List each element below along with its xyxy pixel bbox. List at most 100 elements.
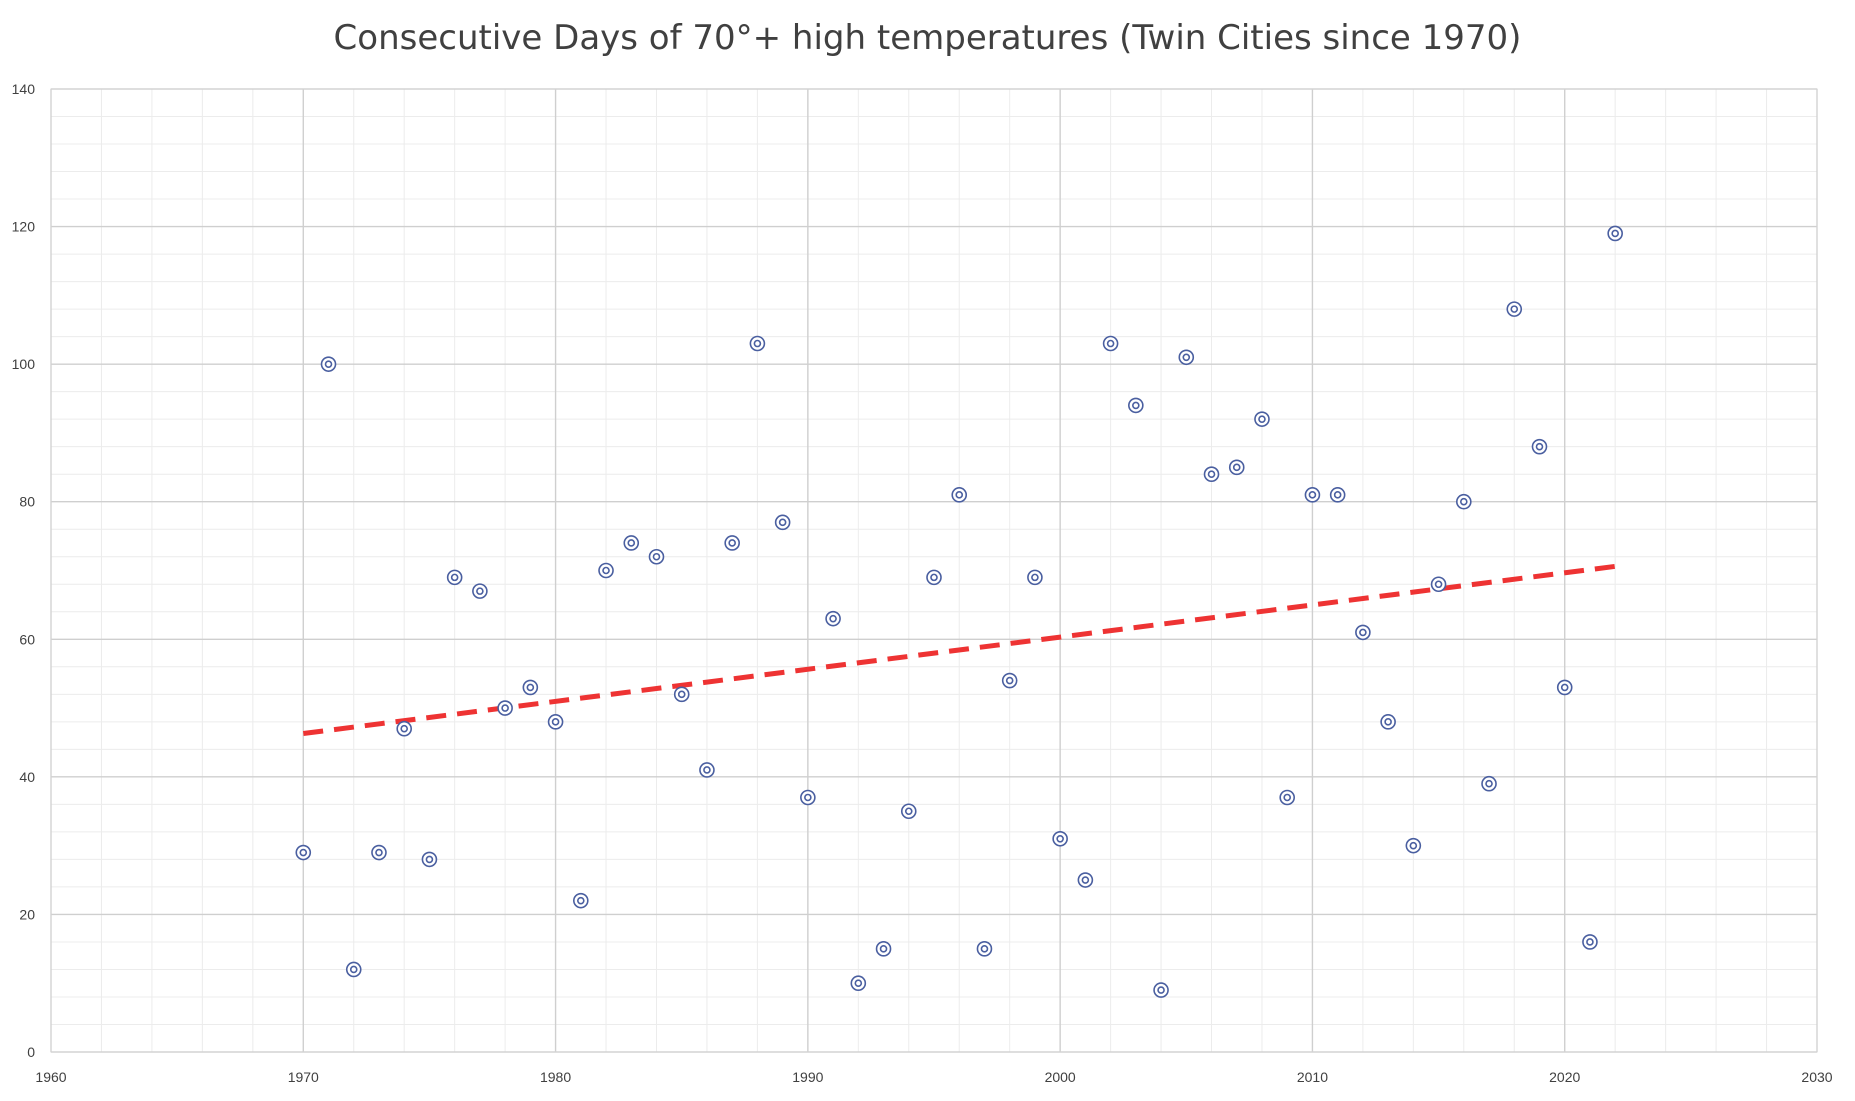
data-point-inner-ring (1485, 779, 1493, 788)
data-point-outer-ring (1128, 397, 1144, 414)
data-point-outer-ring (1380, 714, 1396, 730)
data-point (673, 686, 690, 703)
data-point-inner-ring (728, 539, 736, 547)
data-point-outer-ring (1481, 775, 1497, 792)
data-point (648, 548, 665, 565)
data-point (1380, 714, 1396, 730)
data-point-outer-ring (1531, 438, 1548, 455)
data-point-inner-ring (375, 848, 383, 857)
data-point-outer-ring (1329, 487, 1346, 503)
data-point-outer-ring (774, 514, 791, 531)
data-points (295, 225, 1623, 998)
data-point (850, 975, 867, 992)
data-point-inner-ring (854, 979, 863, 988)
data-point-inner-ring (1384, 718, 1392, 726)
data-point-outer-ring (1355, 624, 1371, 641)
data-point-inner-ring (1359, 628, 1367, 637)
y-tick-label: 40 (19, 769, 35, 785)
data-point-inner-ring (1611, 229, 1619, 238)
data-point-inner-ring (829, 614, 837, 623)
data-point (1304, 487, 1321, 503)
data-point-inner-ring (1031, 573, 1039, 582)
minor-gridlines (51, 89, 1817, 1052)
data-point (724, 535, 740, 551)
data-point-outer-ring (926, 569, 942, 586)
data-point-outer-ring (345, 961, 362, 978)
data-point-outer-ring (800, 789, 816, 806)
x-tick-label: 1980 (540, 1069, 571, 1085)
data-point-outer-ring (1430, 576, 1447, 593)
data-point-inner-ring (299, 848, 308, 857)
data-point-inner-ring (1535, 442, 1544, 451)
data-point-inner-ring (753, 339, 762, 348)
data-point-inner-ring (1434, 580, 1443, 589)
data-point (1052, 830, 1068, 847)
chart-title: Consecutive Days of 70°+ high temperatur… (333, 18, 1522, 58)
data-point-outer-ring (749, 335, 766, 352)
y-tick-label: 80 (19, 494, 35, 510)
y-tick-label: 0 (27, 1044, 35, 1060)
data-point-inner-ring (677, 690, 686, 699)
data-point-inner-ring (1056, 834, 1064, 843)
data-point (472, 583, 488, 599)
data-point-outer-ring (1254, 411, 1270, 427)
data-point (1279, 789, 1295, 806)
data-point-inner-ring (1157, 986, 1165, 994)
data-point-outer-ring (1607, 225, 1623, 242)
data-point-inner-ring (980, 945, 989, 953)
data-point (1531, 438, 1548, 455)
data-point-outer-ring (1077, 872, 1094, 888)
data-point-inner-ring (1460, 497, 1468, 506)
data-point-outer-ring (850, 975, 867, 992)
y-tick-label: 100 (12, 356, 36, 372)
data-point (371, 844, 387, 861)
data-point-inner-ring (1283, 793, 1291, 802)
data-point (1582, 934, 1598, 950)
data-point (1153, 982, 1169, 998)
data-point (446, 569, 463, 586)
data-point-outer-ring (900, 803, 917, 820)
data-point-outer-ring (572, 892, 589, 909)
data-point-outer-ring (1052, 830, 1068, 847)
y-tick-label: 20 (19, 906, 35, 922)
data-point-inner-ring (526, 683, 535, 692)
data-point-outer-ring (1456, 493, 1472, 510)
data-point-outer-ring (1228, 459, 1245, 476)
trendline-group (302, 563, 1616, 737)
data-point-outer-ring (320, 356, 337, 372)
data-point-outer-ring (1001, 672, 1018, 689)
data-point (1481, 775, 1497, 792)
data-point-inner-ring (627, 539, 636, 547)
data-point (825, 610, 841, 627)
plot-area-frame (50, 88, 1818, 1053)
data-point-outer-ring (1304, 487, 1321, 503)
data-point-outer-ring (497, 700, 513, 716)
data-point-inner-ring (1258, 415, 1266, 423)
data-point (1001, 672, 1018, 689)
data-point (1077, 872, 1094, 888)
data-point-outer-ring (295, 844, 312, 861)
x-tick-label: 1960 (35, 1069, 66, 1085)
data-point-outer-ring (976, 941, 993, 957)
data-point-outer-ring (1556, 679, 1573, 696)
data-point (900, 803, 917, 820)
x-tick-label: 2020 (1549, 1069, 1580, 1085)
data-point-outer-ring (1178, 349, 1195, 366)
data-point (572, 892, 589, 909)
data-point (800, 789, 816, 806)
data-point-inner-ring (1586, 938, 1594, 946)
data-point-inner-ring (652, 552, 661, 561)
data-point-outer-ring (648, 548, 665, 565)
data-point-inner-ring (930, 573, 938, 582)
data-point-inner-ring (703, 766, 711, 774)
data-point (875, 941, 892, 957)
data-point-outer-ring (522, 679, 539, 696)
data-point-outer-ring (724, 535, 740, 551)
data-point-outer-ring (472, 583, 488, 599)
data-point-inner-ring (501, 704, 509, 712)
data-point-inner-ring (904, 807, 913, 816)
data-point-inner-ring (576, 896, 585, 905)
data-point (1329, 487, 1346, 503)
data-point-inner-ring (879, 945, 888, 953)
y-tick-label: 140 (12, 81, 36, 97)
